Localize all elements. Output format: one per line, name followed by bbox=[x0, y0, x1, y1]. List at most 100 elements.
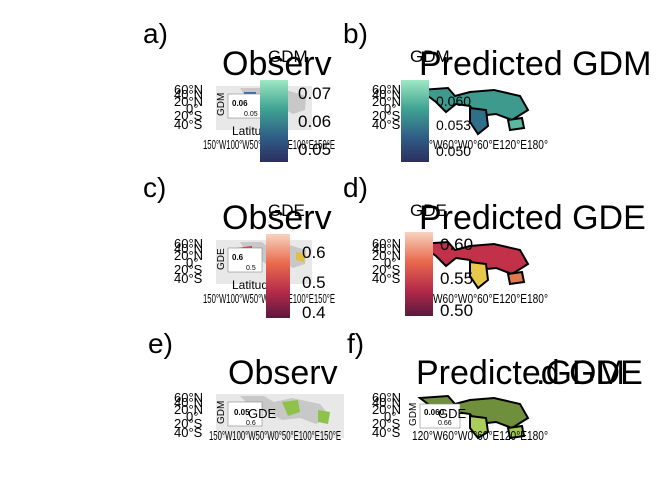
inset-ylabel: GDE bbox=[216, 248, 227, 270]
lat-label: 20°N bbox=[372, 248, 401, 263]
legend-tick: 0.07 bbox=[298, 84, 331, 103]
lat-label: 0° bbox=[186, 255, 198, 270]
panel-letter: c) bbox=[143, 172, 166, 203]
legend-title: GDE bbox=[268, 201, 305, 220]
inset-box bbox=[227, 93, 263, 119]
panel-title: Predicted GDM bbox=[419, 45, 651, 83]
occurrence-points-east bbox=[296, 252, 306, 262]
lat-label: 20°N bbox=[174, 248, 203, 263]
predicted-australia bbox=[506, 116, 526, 132]
legend-tick: 0.4 bbox=[302, 303, 326, 322]
lat-label: 20°S bbox=[174, 262, 203, 277]
lat-label: 20°N bbox=[174, 402, 203, 417]
lon-labels: 120°W60°W0°60°E120°E180° bbox=[412, 428, 548, 443]
predicted-australia bbox=[506, 424, 526, 440]
panel-d: d) Predicted GDE 60°N 40°N 20°N 0° 20°S … bbox=[343, 172, 646, 320]
panel-letter: d) bbox=[343, 172, 368, 203]
lat-label: 20°N bbox=[372, 94, 401, 109]
legend-tick: 0.5 bbox=[302, 273, 326, 292]
inset-xlabel: GDE bbox=[248, 406, 277, 421]
predicted-africa bbox=[469, 260, 490, 290]
legend-tick: 0.06 bbox=[298, 112, 331, 131]
legend-title: GDE bbox=[410, 201, 447, 220]
panel-title: Predicted GDE bbox=[419, 199, 646, 237]
panel-e: e) Observ 0.05 0.6 GDE GDM 60°N 40°N 20°… bbox=[148, 328, 344, 443]
inset-value-2: 0.05 bbox=[244, 111, 258, 118]
panel-title: Predicted GDE bbox=[416, 354, 643, 392]
land-mass bbox=[240, 396, 330, 424]
inset-value-1: 0.060 bbox=[424, 408, 445, 417]
lat-label: 0° bbox=[186, 101, 198, 116]
lat-label: 20°S bbox=[174, 416, 203, 431]
vegetation-points-east bbox=[318, 410, 330, 424]
predicted-africa bbox=[469, 414, 490, 440]
panel-title: Observ bbox=[222, 199, 332, 237]
lat-label: 40°S bbox=[372, 271, 401, 286]
legend-tick: 0.053 bbox=[436, 117, 471, 133]
inset-box bbox=[227, 247, 263, 273]
lat-labels: 60°N 40°N 20°N 0° 20°S 40°S bbox=[372, 390, 401, 440]
inset-value-2: 0.5 bbox=[246, 265, 256, 272]
lat-label: 40°N bbox=[174, 87, 203, 102]
lat-label: 40°N bbox=[372, 395, 401, 410]
inset-box bbox=[419, 403, 461, 429]
inset-value-1: 0.06 bbox=[232, 99, 248, 108]
lat-label: 20°N bbox=[174, 94, 203, 109]
lat-labels: 60°N 40°N 20°N 0° 20°S 40°S bbox=[174, 390, 203, 440]
lat-label: 60°N bbox=[372, 82, 401, 97]
lat-label: 60°N bbox=[372, 390, 401, 405]
legend-tick: 0.060 bbox=[436, 93, 471, 109]
lat-label: 40°S bbox=[372, 117, 401, 132]
legend-title: GDM bbox=[410, 47, 450, 66]
panel-f: f) Predicted GDE .GDM 0.060 0.66 GDE GDM… bbox=[347, 328, 643, 443]
lat-label: 60°N bbox=[174, 390, 203, 405]
lat-label: 40°N bbox=[372, 87, 401, 102]
lat-label: 40°S bbox=[174, 117, 203, 132]
inset-value-1: 0.6 bbox=[232, 253, 244, 262]
lat-label: 60°N bbox=[174, 236, 203, 251]
inset-value-2: 0.6 bbox=[246, 420, 256, 427]
legend-tick: 0.50 bbox=[440, 301, 473, 320]
inset-value-2: 0.66 bbox=[438, 420, 452, 427]
lat-label: 20°S bbox=[174, 108, 203, 123]
lat-label: 40°S bbox=[174, 271, 203, 286]
panel-letter: b) bbox=[343, 18, 368, 49]
inset-ylabel: GDM bbox=[216, 93, 227, 116]
predicted-australia bbox=[506, 270, 526, 286]
panel-c: c) Observ 0.6 0.5 Latitude GDE 60°N 40°N… bbox=[143, 172, 335, 322]
legend-tick: 0.60 bbox=[440, 235, 473, 254]
legend-tick: 0.050 bbox=[436, 143, 471, 159]
lat-labels: 60°N 40°N 20°N 0° 20°S 40°S bbox=[372, 82, 401, 132]
panel-letter: a) bbox=[143, 18, 168, 49]
legend-title: GDM bbox=[268, 47, 308, 66]
lat-labels: 60°N 40°N 20°N 0° 20°S 40°S bbox=[174, 236, 203, 286]
panel-b: b) Predicted GDM 60°N 40°N 20°N 0° 20°S … bbox=[343, 18, 651, 162]
lat-labels: 60°N 40°N 20°N 0° 20°S 40°S bbox=[372, 236, 401, 286]
lat-label: 40°N bbox=[174, 395, 203, 410]
lon-labels: 120°W60°W0°60°E120°E180° bbox=[412, 291, 548, 306]
lat-label: 40°S bbox=[372, 425, 401, 440]
inset-box bbox=[227, 401, 263, 427]
lat-label: 20°S bbox=[372, 416, 401, 431]
legend-tick: 0.6 bbox=[302, 243, 326, 262]
legend-colorbar bbox=[401, 80, 429, 162]
lat-label: 40°N bbox=[372, 241, 401, 256]
inset-ylabel: GDM bbox=[216, 401, 227, 424]
legend-tick: 0.55 bbox=[440, 269, 473, 288]
panel-title-overlap: .GDM bbox=[536, 354, 625, 392]
legend-colorbar bbox=[266, 234, 290, 318]
lat-label: 20°N bbox=[372, 402, 401, 417]
legend-colorbar bbox=[260, 80, 288, 162]
lon-labels: 150°W100°W50°W0°50°E100°E150°E bbox=[209, 428, 341, 443]
panel-title: Observ bbox=[222, 45, 332, 83]
lat-label: 0° bbox=[384, 101, 396, 116]
lat-label: 60°N bbox=[372, 236, 401, 251]
lat-label: 0° bbox=[186, 409, 198, 424]
legend-colorbar bbox=[405, 232, 433, 316]
legend-tick: 0.05 bbox=[298, 140, 331, 159]
lon-labels: 120°W60°W0°60°E120°E180° bbox=[412, 137, 548, 152]
inset-xlabel: GDE bbox=[438, 406, 467, 421]
lat-labels: 60°N 40°N 20°N 0° 20°S 40°S bbox=[174, 82, 203, 132]
lat-label: 40°N bbox=[174, 241, 203, 256]
